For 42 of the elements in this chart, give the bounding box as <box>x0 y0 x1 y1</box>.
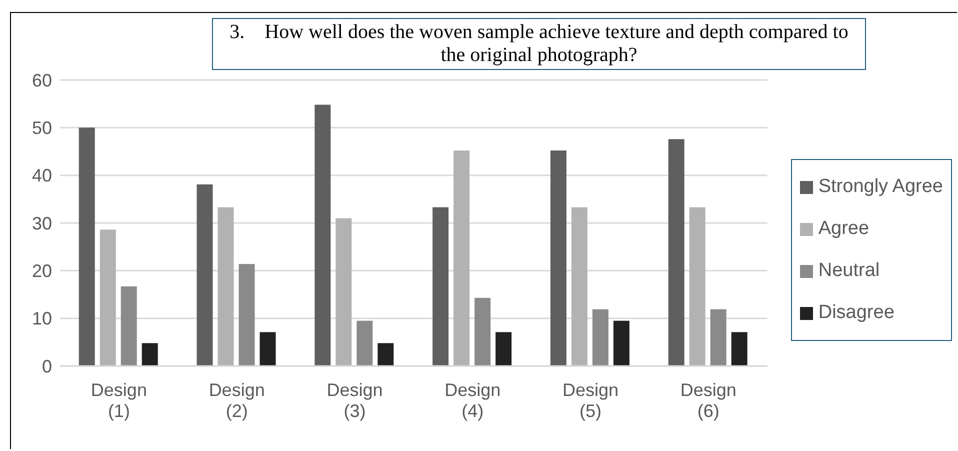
y-tick-label: 50 <box>32 118 52 138</box>
bar <box>550 150 566 366</box>
legend-label: Disagree <box>818 302 894 324</box>
y-tick-label: 60 <box>32 70 52 90</box>
bar <box>474 298 491 366</box>
legend-label: Strongly Agree <box>818 176 943 198</box>
bar <box>142 343 158 366</box>
chart-title: 3. How well does the woven sample achieve texture and depth compared to the original photograph? <box>212 18 866 70</box>
legend-label: Agree <box>818 218 870 240</box>
bar <box>454 150 470 366</box>
bar <box>378 343 394 366</box>
bar <box>668 139 684 366</box>
bar <box>196 184 213 366</box>
bar <box>336 218 352 366</box>
bar <box>218 207 234 366</box>
bar <box>496 332 512 366</box>
bar <box>260 332 276 366</box>
x-tick-label: Design (5) <box>562 380 619 421</box>
y-tick-label: 20 <box>32 261 52 282</box>
y-tick-label: 0 <box>42 356 52 376</box>
x-tick-label: Design (4) <box>444 380 501 421</box>
y-tick-label: 40 <box>32 166 52 186</box>
y-tick-label: 30 <box>32 213 52 234</box>
bar <box>731 332 748 366</box>
bar <box>314 104 331 366</box>
bar <box>689 207 706 366</box>
bar <box>238 264 255 366</box>
bar <box>710 309 726 366</box>
x-tick-label: Design (6) <box>680 380 736 421</box>
x-tick-label: Design (3) <box>326 380 383 421</box>
bar <box>571 207 588 366</box>
bar <box>592 309 608 366</box>
bar <box>78 128 95 366</box>
bar <box>613 320 630 366</box>
y-tick-label: 10 <box>32 308 52 329</box>
bar <box>432 207 449 366</box>
bar <box>120 286 137 366</box>
bar <box>356 320 373 366</box>
legend-label: Neutral <box>818 260 880 282</box>
x-tick-label: Design (2) <box>208 380 265 421</box>
bar <box>100 230 116 366</box>
x-tick-label: Design (1) <box>90 380 147 421</box>
